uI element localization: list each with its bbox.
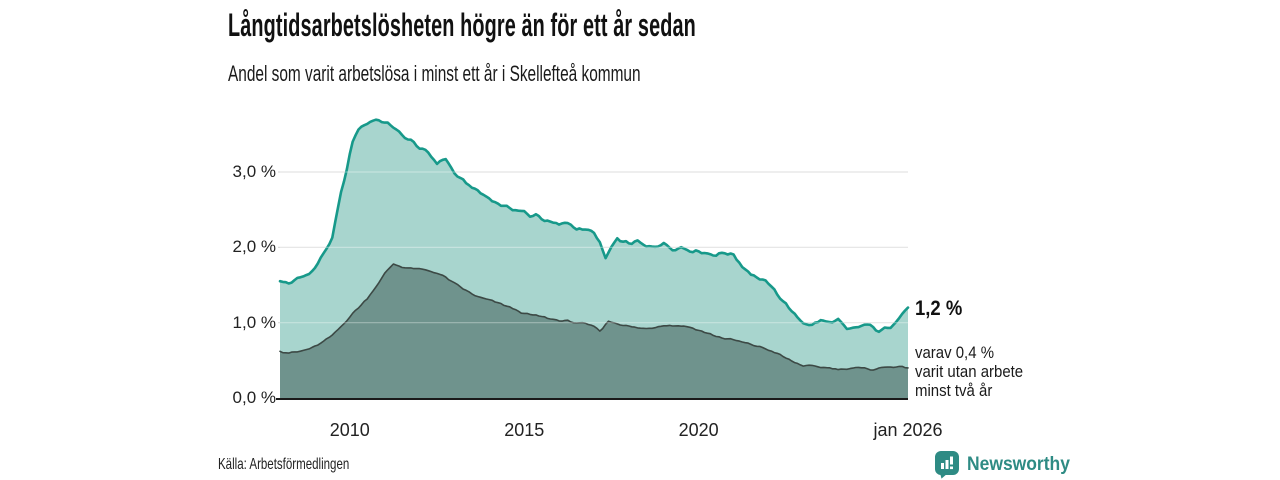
x-axis-label: 2010 [329,420,370,440]
chart-subtitle: Andel som varit arbetslösa i minst ett å… [228,61,641,86]
brand-logo: Newsworthy [934,450,1079,479]
y-axis-label: 0,0 % [232,388,276,407]
brand-name: Newsworthy [967,453,1070,475]
series-note-line: varav 0,4 % [915,343,994,362]
y-axis-label: 2,0 % [232,237,276,257]
x-axis-label: 2020 [678,420,719,440]
newsworthy-icon [935,451,959,479]
series-note-line: minst två år [915,381,993,400]
x-axis-label: 2015 [504,420,545,440]
latest-value-label: 1,2 % [915,297,963,320]
page-title: Långtidsarbetslösheten högre än för ett … [228,7,696,43]
series-line [279,263,909,371]
source-note: Källa: Arbetsförmedlingen [218,456,350,473]
area-fill [280,264,908,398]
series-line [278,118,910,334]
y-axis-label: 3,0 % [232,162,276,181]
series-note: varav 0,4 % varit utan arbete minst två år [915,343,1023,400]
y-axis-label: 1,0 % [232,312,276,332]
series-note-line: varit utan arbete [915,362,1024,381]
x-axis-label: jan 2026 [873,420,943,440]
